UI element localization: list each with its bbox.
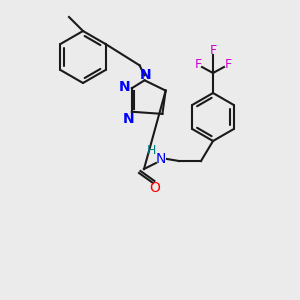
Text: N: N bbox=[140, 68, 151, 82]
Text: O: O bbox=[150, 181, 160, 195]
Text: N: N bbox=[119, 80, 130, 94]
Text: N: N bbox=[156, 152, 166, 166]
Text: F: F bbox=[209, 44, 217, 56]
Text: N: N bbox=[123, 112, 135, 126]
Text: H: H bbox=[146, 145, 156, 158]
Text: F: F bbox=[224, 58, 232, 70]
Text: F: F bbox=[194, 58, 202, 70]
